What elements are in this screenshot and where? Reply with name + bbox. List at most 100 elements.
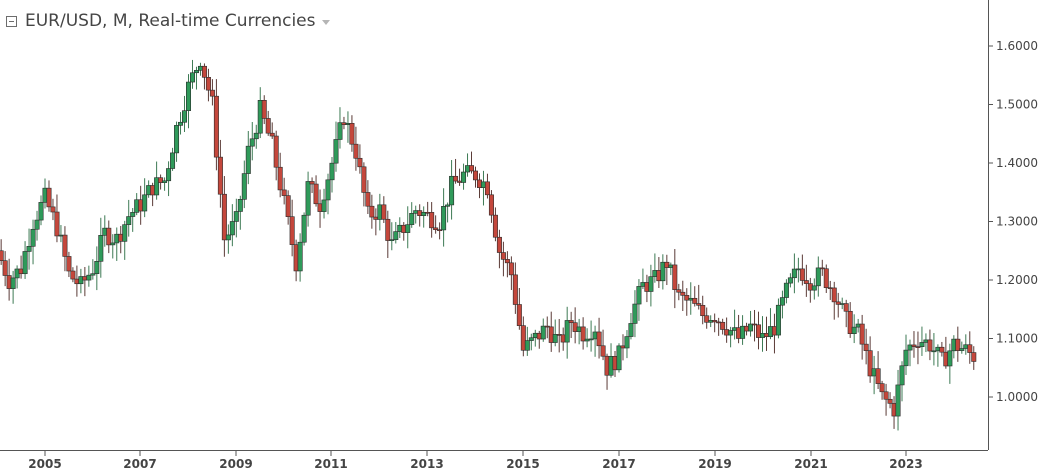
candle-body-up <box>811 285 817 291</box>
candle-body-down <box>879 383 885 393</box>
candle <box>779 290 785 319</box>
candle <box>241 160 247 209</box>
candle-body-down <box>596 331 602 347</box>
candle-body-up <box>903 349 909 367</box>
price-axis: 1.6000 1.5000 1.4000 1.3000 1.2000 1.1000 1.00… <box>988 0 1038 450</box>
candle <box>971 346 977 370</box>
candle <box>528 333 534 351</box>
candle-body-up <box>648 276 654 292</box>
candle-body-up <box>393 231 399 241</box>
candle-body-down <box>357 157 363 168</box>
candle <box>712 313 718 333</box>
candle-body-down <box>887 398 893 404</box>
candle-body-up <box>628 323 634 337</box>
symbol-title[interactable]: EUR/USD, M, Real-time Currencies <box>25 11 316 31</box>
candle <box>524 326 530 356</box>
candle-body-down <box>70 270 76 280</box>
candle-body-down <box>799 268 805 281</box>
candle-body-down <box>281 189 287 196</box>
candle <box>684 288 690 316</box>
candle-body-up <box>907 344 913 351</box>
candle-body-up <box>142 194 148 212</box>
candle <box>369 194 375 229</box>
candle-body-down <box>273 135 279 168</box>
candle-body-up <box>337 122 343 140</box>
candle <box>186 74 192 129</box>
candle-body-up <box>321 199 327 212</box>
candle-body-up <box>329 162 335 181</box>
candle-body-down <box>692 297 698 304</box>
candle <box>632 290 638 338</box>
candle-body-up <box>552 334 558 343</box>
candle <box>277 152 283 198</box>
candle-body-up <box>528 337 534 341</box>
candle-body-down <box>568 320 574 324</box>
candle <box>867 336 873 383</box>
candle <box>229 204 235 247</box>
time-tick-label: 2009 <box>219 457 252 471</box>
candle <box>154 161 160 200</box>
candle <box>357 144 363 174</box>
time-tick-label: 2011 <box>314 457 347 471</box>
candle-body-up <box>26 246 32 252</box>
candle-body-down <box>484 181 490 196</box>
candle-body-down <box>2 260 8 276</box>
candle <box>50 198 56 221</box>
candle-body-up <box>445 204 451 207</box>
candle <box>301 212 307 246</box>
candle <box>512 262 518 314</box>
candle-body-down <box>469 165 475 172</box>
candle <box>572 307 578 344</box>
candle <box>676 283 682 301</box>
candle-body-up <box>461 171 467 183</box>
candle-body-down <box>967 344 973 353</box>
candle <box>947 343 953 384</box>
candle-body-down <box>453 175 459 182</box>
candle <box>253 124 259 149</box>
candle <box>353 126 359 171</box>
caret-down-icon[interactable] <box>321 19 330 25</box>
candle-body-up <box>162 180 168 183</box>
candle <box>126 199 132 237</box>
candle <box>843 299 849 328</box>
candle <box>540 318 546 342</box>
candle <box>54 194 60 243</box>
candle <box>162 177 168 191</box>
time-tick-label: 2023 <box>889 457 922 471</box>
candle <box>10 270 16 304</box>
candle <box>700 295 706 325</box>
candle <box>297 233 303 282</box>
candle-body-down <box>205 77 211 91</box>
candle-body-up <box>616 345 622 371</box>
time-tick-label: 2019 <box>698 457 731 471</box>
candle <box>903 334 909 375</box>
collapse-box-icon[interactable] <box>6 15 17 27</box>
candle-body-down <box>859 323 865 345</box>
candle <box>142 178 148 218</box>
candle <box>628 312 634 340</box>
candle <box>26 228 32 270</box>
candle <box>445 202 451 223</box>
candle-body-up <box>189 72 195 83</box>
candle-body-down <box>353 143 359 159</box>
candle <box>879 380 885 400</box>
candle-body-up <box>241 173 247 200</box>
price-tick-label: 1.3000 <box>996 215 1038 229</box>
candle-body-down <box>863 343 869 351</box>
candle-body-down <box>265 118 271 134</box>
candle-body-up <box>947 350 953 367</box>
candle <box>624 330 630 359</box>
candle <box>361 162 367 207</box>
candle <box>178 112 184 135</box>
candle <box>875 351 881 389</box>
candle-body-down <box>496 236 502 253</box>
candle <box>174 121 180 162</box>
candle-body-down <box>365 192 371 207</box>
candle-body-down <box>512 274 518 305</box>
candle-body-down <box>349 123 355 145</box>
candle <box>309 177 315 194</box>
candle <box>281 177 287 205</box>
candle <box>273 130 279 181</box>
candle <box>799 254 805 286</box>
